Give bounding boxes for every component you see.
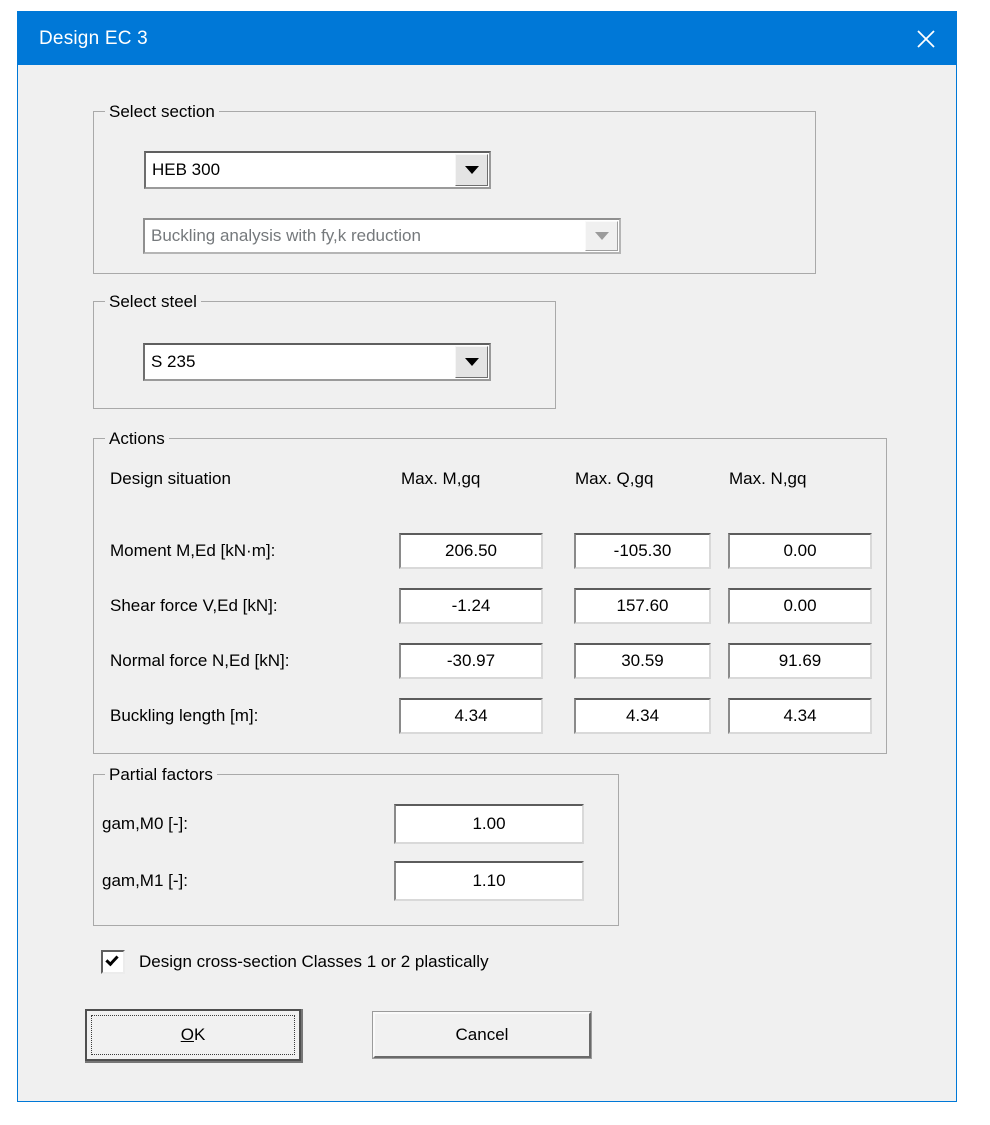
buckling-max-q-input[interactable]	[574, 698, 711, 734]
gam-m1-label: gam,M1 [-]:	[102, 871, 188, 890]
title-bar: Design EC 3	[18, 12, 956, 65]
cancel-button-label: Cancel	[455, 1025, 509, 1044]
moment-max-m-input[interactable]	[399, 533, 543, 569]
design-ec3-dialog: Design EC 3 Select section HEB 300 Buckl…	[17, 11, 957, 1102]
design-situation-header: Design situation	[110, 469, 231, 488]
normal-max-m-input[interactable]	[399, 643, 543, 679]
gam-m0-input[interactable]	[394, 804, 584, 844]
shear-max-n-input[interactable]	[728, 588, 872, 624]
select-steel-group: Select steel	[93, 291, 556, 409]
shear-max-q-input[interactable]	[574, 588, 711, 624]
plastic-design-checkbox-row[interactable]: Design cross-section Classes 1 or 2 plas…	[101, 950, 489, 974]
moment-max-q-input[interactable]	[574, 533, 711, 569]
gam-m0-label: gam,M0 [-]:	[102, 814, 188, 833]
shear-row-label: Shear force V,Ed [kN]:	[110, 596, 278, 615]
normal-max-q-input[interactable]	[574, 643, 711, 679]
plastic-design-checkbox-label: Design cross-section Classes 1 or 2 plas…	[139, 952, 489, 971]
partial-factors-legend: Partial factors	[105, 764, 217, 785]
analysis-combobox-dropdown-button	[585, 221, 618, 251]
buckling-row-label: Buckling length [m]:	[110, 706, 259, 725]
normal-row-label: Normal force N,Ed [kN]:	[110, 651, 290, 670]
gam-m1-input[interactable]	[394, 861, 584, 901]
chevron-down-icon	[464, 358, 479, 366]
moment-max-n-input[interactable]	[728, 533, 872, 569]
actions-legend: Actions	[105, 428, 169, 449]
ok-button[interactable]: OK	[85, 1009, 301, 1061]
section-combobox[interactable]: HEB 300	[144, 151, 491, 189]
col-header-max-q: Max. Q,gq	[575, 469, 654, 488]
close-icon	[917, 29, 935, 48]
close-button[interactable]	[896, 12, 956, 65]
select-section-group: Select section	[93, 101, 816, 274]
chevron-down-icon	[594, 232, 609, 240]
buckling-max-m-input[interactable]	[399, 698, 543, 734]
checkmark-icon	[105, 952, 119, 967]
buckling-max-n-input[interactable]	[728, 698, 872, 734]
normal-max-n-input[interactable]	[728, 643, 872, 679]
col-header-max-n: Max. N,gq	[729, 469, 807, 488]
cancel-button[interactable]: Cancel	[373, 1012, 591, 1058]
chevron-down-icon	[464, 166, 479, 174]
partial-factors-group: Partial factors	[93, 764, 619, 926]
steel-combobox-dropdown-button[interactable]	[455, 346, 488, 378]
section-combobox-value: HEB 300	[152, 160, 221, 179]
ok-button-label: OK	[180, 1025, 206, 1044]
shear-max-m-input[interactable]	[399, 588, 543, 624]
steel-combobox-value: S 235	[151, 352, 196, 371]
select-steel-legend: Select steel	[105, 291, 201, 312]
actions-group: Actions	[93, 428, 887, 754]
dialog-title: Design EC 3	[39, 27, 148, 49]
steel-combobox[interactable]: S 235	[143, 343, 491, 381]
focus-rectangle	[91, 1015, 295, 1055]
analysis-combobox-value: Buckling analysis with fy,k reduction	[151, 226, 421, 245]
select-section-legend: Select section	[105, 101, 219, 122]
section-combobox-dropdown-button[interactable]	[455, 154, 488, 186]
col-header-max-m: Max. M,gq	[401, 469, 481, 488]
moment-row-label: Moment M,Ed [kN·m]:	[110, 541, 276, 560]
analysis-combobox: Buckling analysis with fy,k reduction	[143, 218, 621, 254]
plastic-design-checkbox[interactable]	[101, 950, 125, 974]
